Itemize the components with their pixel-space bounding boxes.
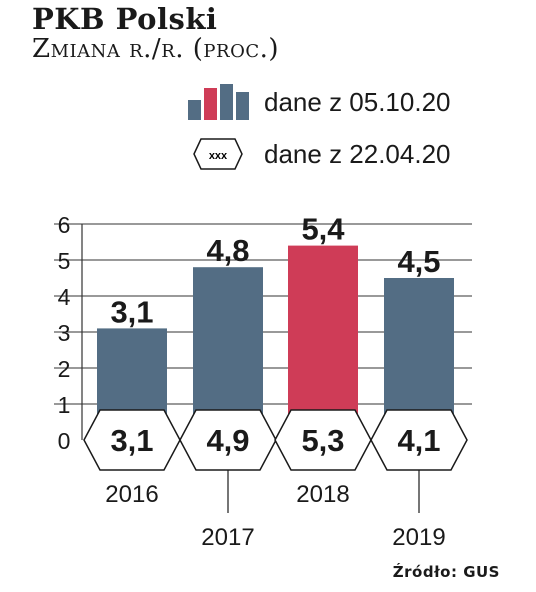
hexagon-marker — [370, 409, 468, 471]
hexagon-value-label: 5,3 — [301, 423, 344, 458]
legend-item-bars: dane z 05.10.20 — [186, 84, 451, 120]
hexagon-value-label: 4,9 — [206, 423, 249, 458]
legend-bar-3 — [220, 84, 233, 120]
y-tick-label: 6 — [58, 212, 71, 238]
x-tick-label: 2019 — [392, 524, 445, 551]
y-tick-label: 0 — [58, 428, 71, 454]
bar-value-label: 5,4 — [301, 212, 345, 247]
legend-bar-2 — [204, 88, 217, 120]
x-tick-label: 2018 — [296, 481, 349, 508]
y-tick-label: 4 — [58, 284, 71, 310]
bars-legend-icon — [188, 84, 249, 120]
bar-value-label: 3,1 — [110, 294, 153, 329]
hexagon-legend-icon: xxx — [193, 138, 243, 170]
legend-item-hex: xxx dane z 22.04.20 — [186, 136, 451, 172]
x-tick-label: 2016 — [105, 481, 158, 508]
chart-title: PKB Polski — [32, 2, 218, 36]
hexagon-value-label: 3,1 — [110, 423, 153, 458]
hexagon-value-label: 4,1 — [397, 423, 440, 458]
bar-2018 — [288, 245, 358, 440]
legend-hex-text: xxx — [209, 150, 228, 162]
source-note: Źródło: GUS — [392, 563, 500, 581]
bar-value-label: 4,5 — [397, 244, 440, 279]
legend-hex-label: dane z 22.04.20 — [264, 138, 451, 169]
bar-value-label: 4,8 — [206, 233, 249, 268]
y-tick-label: 5 — [58, 248, 71, 274]
x-tick-label: 2017 — [201, 524, 254, 551]
legend-bar-1 — [188, 100, 201, 120]
chart-subtitle: Zmiana r./r. (proc.) — [32, 34, 280, 64]
legend-bars-label: dane z 05.10.20 — [264, 86, 451, 117]
y-tick-label: 3 — [58, 320, 71, 346]
legend-bar-4 — [236, 92, 249, 120]
y-tick-label: 1 — [58, 392, 71, 418]
y-tick-label: 2 — [58, 356, 71, 382]
